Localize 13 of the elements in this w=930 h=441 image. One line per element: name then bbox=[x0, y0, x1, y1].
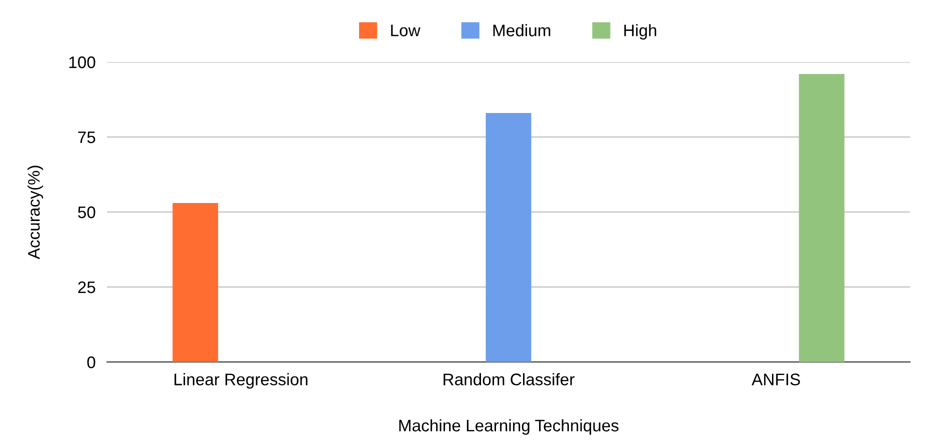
legend-label: High bbox=[624, 24, 656, 40]
y-tick-label: 100 bbox=[69, 56, 96, 68]
x-tick-label: ANFIS bbox=[752, 374, 800, 386]
x-axis-title: Machine Learning Techniques bbox=[399, 419, 618, 435]
y-tick-label: 0 bbox=[87, 356, 96, 368]
y-tick-label: 75 bbox=[78, 132, 96, 144]
y-tick-label: 25 bbox=[78, 281, 96, 294]
x-tick-label: Linear Regression bbox=[174, 373, 308, 389]
x-tick-label: Random Classifer bbox=[444, 373, 574, 386]
y-tick-label: 50 bbox=[78, 206, 96, 218]
legend-label: Low bbox=[391, 24, 420, 36]
legend-label: Medium bbox=[493, 24, 550, 36]
y-axis-title: Accuracy(%) bbox=[28, 166, 44, 260]
